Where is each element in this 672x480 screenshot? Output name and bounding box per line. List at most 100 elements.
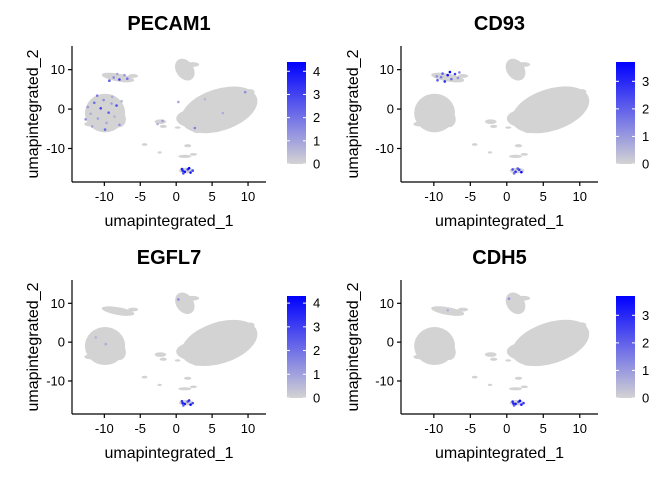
colorbar-tick-label: 4 (313, 296, 320, 311)
x-tick-label: -10 (424, 189, 443, 204)
x-axis-label: umapintegrated_1 (435, 445, 564, 462)
expression-point (453, 72, 457, 76)
x-tick-label: -5 (465, 189, 477, 204)
x-tick-label: -10 (95, 189, 114, 204)
expression-point (450, 77, 453, 81)
y-axis-label: umapintegrated_2 (25, 49, 42, 178)
colorbar-tick-label: 0 (313, 157, 320, 172)
x-tick-label: 5 (540, 189, 547, 204)
colorbar-tick-label: 3 (313, 319, 320, 334)
cell-cluster (487, 383, 493, 387)
x-tick-label: 10 (241, 421, 255, 436)
cell-cluster (490, 124, 498, 128)
expression-point (512, 402, 515, 405)
expression-point (99, 106, 103, 110)
cell-cluster (487, 151, 493, 154)
cell-cluster (84, 354, 96, 360)
cell-cluster (505, 58, 526, 81)
colorbar-tick-label: 0 (642, 391, 649, 406)
cell-cluster (157, 151, 162, 154)
expression-point (189, 171, 192, 174)
y-tick-label: 10 (51, 296, 65, 311)
expression-point (156, 122, 159, 126)
expression-point (95, 94, 99, 97)
y-tick-label: 0 (387, 102, 394, 117)
cell-cluster (514, 376, 523, 380)
cell-cluster (471, 143, 478, 146)
cell-cluster (178, 387, 192, 391)
expression-point (177, 298, 180, 301)
x-axis-label: umapintegrated_1 (435, 213, 564, 230)
cell-cluster (457, 307, 469, 312)
x-tick-label: 0 (503, 421, 510, 436)
y-tick-label: -10 (375, 373, 394, 388)
cell-cluster (561, 89, 587, 103)
expression-point (522, 401, 525, 405)
plot-title: CDH5 (472, 247, 526, 269)
cell-cluster (517, 295, 531, 301)
expression-point (203, 97, 207, 101)
x-tick-label: 0 (173, 189, 180, 204)
x-tick-label: 0 (173, 421, 180, 436)
panel-cd93: CD93-10 -5 0 5 10-10010umapintegrated_1umapi… (345, 13, 649, 230)
expression-point (182, 404, 185, 407)
expression-point (177, 100, 180, 104)
expressing-cells (94, 298, 195, 407)
colorbar: 0 1 2 3 (616, 62, 649, 172)
colorbar-tick-label: 2 (313, 110, 320, 125)
cell-cluster (506, 341, 554, 362)
y-tick-label: 10 (51, 62, 65, 77)
cell-cluster (128, 73, 139, 78)
expression-point (110, 102, 113, 105)
cell-cluster (471, 375, 478, 379)
cell-cluster (413, 354, 426, 360)
expressing-cells (446, 297, 525, 407)
y-tick-label: -10 (46, 141, 65, 156)
expression-point (446, 308, 449, 312)
cell-cluster (174, 359, 181, 362)
cell-cluster (431, 72, 465, 83)
cell-cluster (128, 307, 139, 312)
expression-point (107, 111, 110, 114)
x-tick-label: 10 (573, 421, 587, 436)
x-tick-label: 0 (503, 189, 510, 204)
expression-point (96, 117, 100, 120)
cell-cluster (189, 385, 198, 389)
expression-point (86, 105, 90, 109)
expression-point (123, 73, 126, 77)
x-tick-label: 10 (573, 189, 587, 204)
cell-cluster (230, 322, 255, 336)
expression-point (456, 76, 460, 80)
cell-clusters (413, 58, 590, 174)
expression-point (110, 95, 114, 99)
plot-title: PECAM1 (127, 13, 210, 35)
cell-cluster (192, 361, 203, 366)
expression-point (103, 128, 107, 131)
expression-point (507, 297, 511, 300)
cell-cluster (176, 108, 223, 129)
panel-egfl7: EGFL7-10 -5 0 5 10-10010umapintegrated_1umap… (25, 247, 320, 462)
colorbar-tick-label: 1 (642, 129, 649, 144)
colorbar: 0 1 2 3 4 (287, 62, 320, 172)
expression-point (118, 78, 121, 81)
expression-point (441, 72, 444, 75)
expression-point (92, 101, 96, 105)
y-tick-label: 10 (380, 296, 394, 311)
panel-pecam1: PECAM1-10 -5 0 5 10-10010umapintegrated_1uma… (25, 13, 320, 230)
cell-cluster (192, 129, 203, 134)
expression-point (193, 126, 197, 130)
expression-point (520, 403, 523, 406)
expression-point (512, 172, 516, 175)
colorbar-tick-label: 3 (313, 87, 320, 102)
cell-cluster (490, 357, 498, 361)
expression-point (516, 167, 520, 170)
cell-cluster (442, 344, 456, 361)
expression-point (112, 76, 115, 79)
x-tick-label: 5 (208, 189, 215, 204)
y-axis-label: umapintegrated_2 (345, 49, 362, 178)
expression-point (446, 73, 449, 77)
cell-cluster (112, 344, 126, 361)
expression-point (518, 399, 522, 403)
cell-cluster (175, 58, 195, 81)
colorbar-tick-label: 1 (313, 367, 320, 382)
